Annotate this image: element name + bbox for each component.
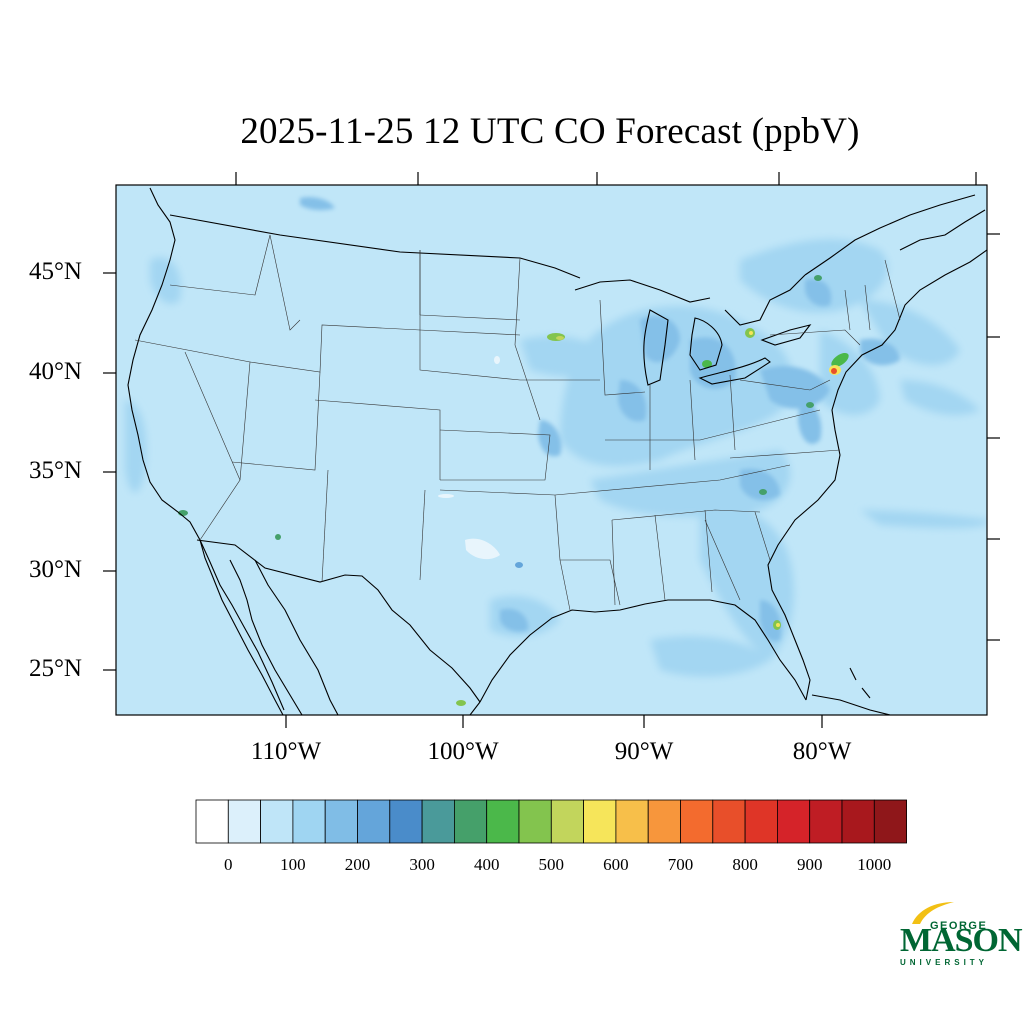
lat-label-30: 30°N — [28, 556, 82, 583]
colorbar-swatch — [680, 799, 714, 844]
colorbar-tick-label: 300 — [409, 855, 435, 874]
colorbar-swatch — [809, 799, 843, 844]
lat-label-45: 45°N — [28, 258, 82, 285]
colorbar-swatch — [389, 799, 423, 844]
lon-label-110w: 110°W — [250, 738, 322, 765]
lon-label-80w: 80°W — [792, 738, 852, 765]
colorbar-tick-label: 600 — [603, 855, 629, 874]
colorbar-swatch — [712, 799, 746, 844]
colorbar-swatch — [260, 799, 294, 844]
colorbar-swatch — [841, 799, 875, 844]
colorbar-tick-label: 700 — [667, 855, 694, 874]
lat-label-25: 25°N — [28, 655, 82, 682]
colorbar-tick-label: 100 — [280, 855, 306, 874]
colorbar-tick-label: 400 — [473, 855, 500, 874]
swoosh-icon — [912, 902, 954, 924]
colorbar-swatch — [486, 799, 520, 844]
colorbar-swatch — [453, 799, 488, 844]
colorbar-tick-label: 0 — [224, 855, 233, 874]
lat-label-35: 35°N — [28, 457, 82, 484]
colorbar-swatch — [195, 799, 229, 844]
colorbar-swatch — [873, 799, 907, 844]
state-borders — [134, 234, 901, 611]
colorbar-swatch — [292, 799, 326, 844]
colorbar-tick-label: 800 — [732, 855, 758, 874]
co-concentration-field — [125, 187, 987, 715]
colorbar-swatch — [647, 799, 681, 844]
colorbar-tick-label: 1000 — [857, 855, 892, 874]
coastlines — [127, 187, 987, 715]
colorbar-swatch — [550, 799, 584, 844]
colorbar-swatch — [324, 799, 358, 844]
colorbar-swatch — [227, 799, 262, 844]
colorbar-swatch — [744, 799, 778, 844]
colorbar-tick-label: 200 — [344, 855, 371, 874]
colorbar — [195, 799, 907, 844]
logo-university: UNIVERSITY — [900, 958, 989, 967]
hotspot-markers — [178, 275, 849, 706]
colorbar-swatch — [357, 799, 391, 844]
colorbar-swatch — [777, 799, 811, 844]
colorbar-swatch — [615, 799, 649, 844]
colorbar-swatch — [583, 799, 617, 844]
lon-label-90w: 90°W — [614, 738, 674, 765]
colorbar-tick-label: 900 — [796, 855, 823, 874]
colorbar-tick-label: 500 — [538, 855, 565, 874]
map-title: 2025-11-25 12 UTC CO Forecast (ppbV) — [240, 111, 860, 152]
colorbar-swatch — [518, 799, 552, 844]
lat-label-40: 40°N — [28, 358, 82, 385]
colorbar-swatch — [421, 799, 455, 844]
logo-george: GEORGE — [930, 920, 988, 932]
axis-ticks — [103, 172, 1000, 728]
lon-label-100w: 100°W — [427, 738, 499, 765]
logo-mason: MASON — [900, 922, 1023, 959]
george-mason-logo: GEORGE MASON UNIVERSITY — [898, 900, 1023, 970]
